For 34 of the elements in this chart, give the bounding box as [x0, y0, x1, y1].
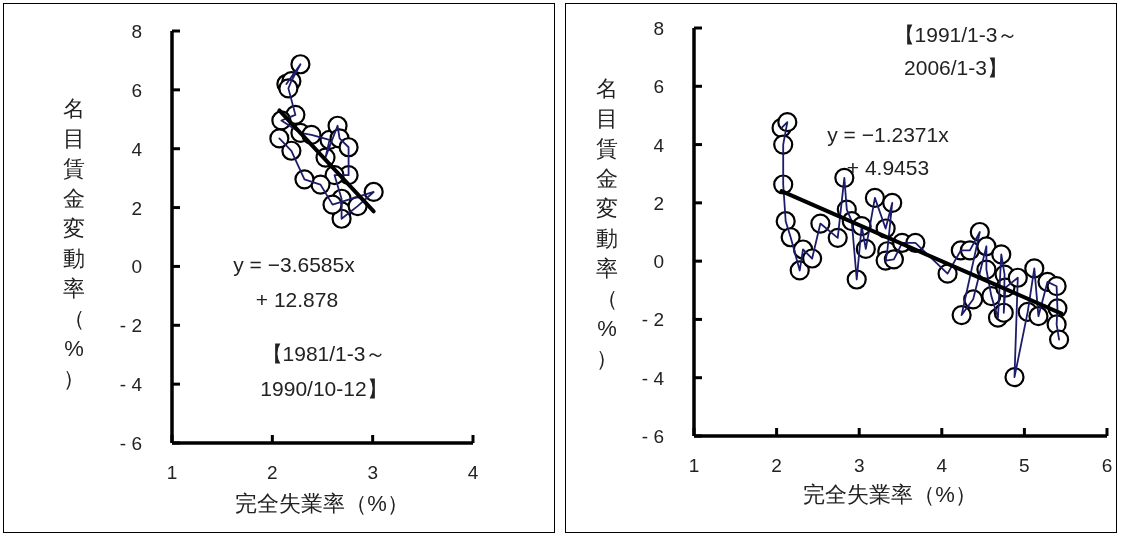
x-tick-label: 2: [771, 455, 782, 476]
y-tick-label: 6: [653, 76, 664, 98]
x-axis-title: 完全失業率（%）: [235, 491, 409, 516]
y-tick-label: 2: [653, 192, 664, 214]
x-axis-title: 完全失業率（%）: [803, 482, 977, 507]
annotation: y = −3.6585x + 12.878: [233, 253, 356, 311]
x-tick-label: 2: [267, 462, 278, 483]
x-tick-label: 4: [467, 462, 479, 483]
x-tick-label: 5: [1019, 455, 1030, 476]
text: 名目賃金変動率（%）: [63, 96, 85, 391]
y-tick-label: 0: [131, 256, 142, 278]
x-tick-label: 6: [1101, 455, 1113, 476]
text: 名目賃金変動率（%）: [596, 76, 618, 371]
y-tick-label: 4: [653, 134, 665, 156]
y-tick-label: - 4: [641, 367, 665, 389]
x-tick-label: 3: [853, 455, 865, 476]
y-tick-label: - 6: [119, 433, 142, 454]
x-tick-label: 1: [166, 462, 178, 483]
x-tick-label: 3: [367, 462, 378, 483]
annotation: 【1981/1-3～ 1990/10-12】: [260, 342, 388, 400]
y-tick-label: - 6: [641, 426, 664, 447]
y-tick-label: 8: [131, 21, 142, 42]
x-tick-label: 4: [936, 455, 948, 476]
y-tick-label: 2: [131, 197, 142, 219]
y-tick-label: 0: [653, 251, 664, 273]
x-tick-label: 1: [688, 455, 700, 476]
annotation: 【1991/1-3～ 2006/1-3】: [893, 23, 1019, 79]
y-tick-label: - 2: [119, 315, 142, 337]
annotation: y = −1.2371x + 4.9453: [827, 123, 950, 179]
y-tick-label: 8: [653, 18, 664, 39]
y-tick-label: - 2: [641, 309, 664, 331]
y-tick-label: 6: [131, 79, 142, 101]
y-tick-label: 4: [131, 138, 143, 160]
y-tick-label: - 4: [119, 374, 143, 396]
